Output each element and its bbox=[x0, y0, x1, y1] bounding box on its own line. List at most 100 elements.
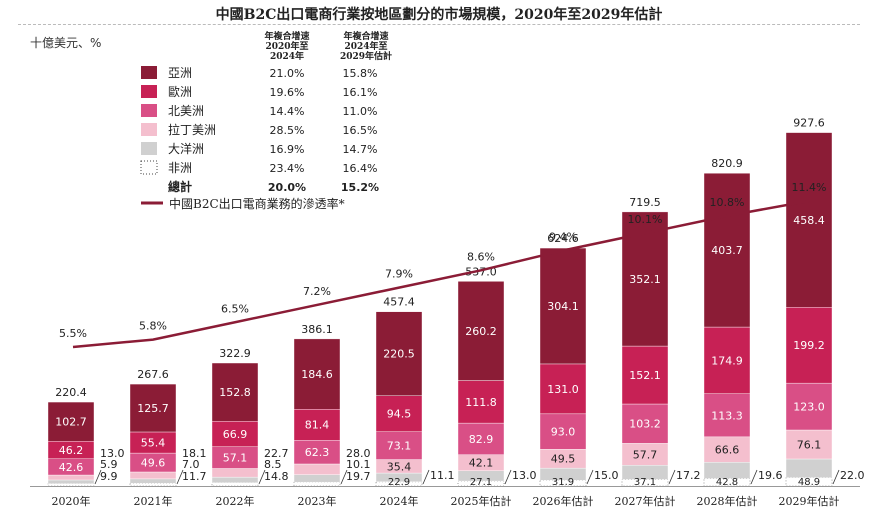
bar-segment-8-5 bbox=[703, 173, 751, 328]
y-axis-label: 十億美元、% bbox=[30, 36, 101, 50]
leader-line-2 bbox=[258, 469, 266, 485]
legend-cagr1-6: 20.0% bbox=[268, 181, 306, 194]
data-label-8-5: 403.7 bbox=[711, 244, 743, 257]
total-label-4: 457.4 bbox=[383, 296, 415, 309]
data-label-5-4: 111.8 bbox=[465, 396, 497, 409]
bar-segment-2-2 bbox=[211, 468, 259, 478]
data-label-1-5: 125.7 bbox=[137, 402, 169, 415]
data-label-7-3: 103.2 bbox=[629, 418, 661, 431]
leader-line-9 bbox=[832, 469, 840, 485]
data-label-2-3: 57.1 bbox=[223, 452, 248, 465]
data-label-0-4: 46.2 bbox=[59, 444, 84, 457]
x-tick-label-9: 2029年估計 bbox=[779, 494, 840, 508]
data-label-latam-6: 49.5 bbox=[551, 453, 576, 466]
data-label-4-3: 73.1 bbox=[387, 440, 412, 453]
legend-cagr1-1: 19.6% bbox=[270, 86, 305, 99]
bar-segment-5-4 bbox=[457, 380, 505, 424]
legend-label-3: 拉丁美洲 bbox=[168, 122, 216, 137]
data-label-latam-7: 57.7 bbox=[633, 448, 658, 461]
total-label-0: 220.4 bbox=[55, 386, 87, 399]
leader-line-7 bbox=[668, 469, 676, 485]
leader-line-0 bbox=[94, 469, 102, 485]
bar-segment-4-5 bbox=[375, 311, 423, 396]
bar-segment-5-3 bbox=[457, 422, 505, 455]
legend-header-cagr-2024-2029: 2029年估計 bbox=[340, 50, 392, 62]
legend-swatch-1 bbox=[141, 85, 157, 98]
legend-label-0: 亞洲 bbox=[168, 66, 192, 80]
legend-cagr1-5: 23.4% bbox=[270, 162, 305, 175]
leader-line-1 bbox=[176, 469, 184, 485]
title-divider bbox=[18, 24, 860, 25]
data-label-2-4: 66.9 bbox=[223, 428, 248, 441]
data-label-5-3: 82.9 bbox=[469, 433, 494, 446]
x-tick-label-7: 2027年估計 bbox=[615, 494, 676, 508]
bar-segment-4-0 bbox=[375, 481, 423, 487]
legend-cagr2-2: 11.0% bbox=[343, 105, 378, 118]
legend-label-4: 大洋洲 bbox=[168, 141, 204, 156]
bar-segment-8-3 bbox=[703, 393, 751, 438]
bar-segment-4-4 bbox=[375, 395, 423, 432]
legend-label-6: 總計 bbox=[168, 179, 192, 194]
data-label-africa-8: 19.6 bbox=[758, 469, 783, 482]
leader-line-6 bbox=[586, 469, 594, 485]
bar-segment-7-4 bbox=[621, 345, 669, 405]
data-label-1-4: 55.4 bbox=[141, 437, 166, 450]
penetration-label-2: 6.5% bbox=[221, 302, 249, 315]
bar-segment-5-5 bbox=[457, 281, 505, 381]
bar-segment-0-0 bbox=[47, 483, 95, 487]
bar-segment-3-2 bbox=[293, 463, 341, 475]
bar-segment-9-4 bbox=[785, 307, 833, 384]
legend-header-cagr-2020-2024: 2020年至 bbox=[265, 40, 308, 52]
total-label-3: 386.1 bbox=[301, 323, 333, 336]
legend-header-cagr-2024-2029: 年複合增速 bbox=[343, 30, 388, 42]
leader-line-5 bbox=[504, 469, 512, 485]
data-label-africa-7: 17.2 bbox=[676, 469, 701, 482]
data-label-latam-0: 13.0 bbox=[100, 447, 125, 460]
bar-segment-3-4 bbox=[293, 409, 341, 441]
data-label-latam-8: 66.6 bbox=[715, 444, 740, 457]
penetration-label-8: 10.8% bbox=[710, 196, 745, 209]
total-label-2: 322.9 bbox=[219, 347, 251, 360]
bar-segment-2-0 bbox=[211, 482, 259, 487]
legend-cagr2-1: 16.1% bbox=[343, 86, 378, 99]
data-label-latam-1: 18.1 bbox=[182, 447, 207, 460]
bar-segment-1-1 bbox=[129, 478, 177, 484]
legend-cagr1-0: 21.0% bbox=[270, 67, 305, 80]
x-tick-label-8: 2028年估計 bbox=[697, 494, 758, 508]
data-label-3-4: 81.4 bbox=[305, 419, 330, 432]
total-label-9: 927.6 bbox=[793, 117, 825, 130]
legend-cagr1-4: 16.9% bbox=[270, 143, 305, 156]
data-label-0-3: 42.6 bbox=[59, 461, 84, 474]
legend-swatch-5 bbox=[140, 160, 158, 175]
legend-header-cagr-2020-2024: 年複合增速 bbox=[264, 30, 309, 42]
bar-segment-0-1 bbox=[47, 479, 95, 484]
data-label-oceania-3: 19.7 bbox=[346, 470, 371, 483]
data-label-6-5: 304.1 bbox=[547, 300, 579, 313]
legend-line-label: 中國B2C出口電商業務的滲透率* bbox=[169, 196, 345, 211]
data-label-africa-1: 7.0 bbox=[182, 458, 200, 471]
data-label-oceania-2: 14.8 bbox=[264, 470, 289, 483]
total-label-1: 267.6 bbox=[137, 368, 169, 381]
data-label-5-5: 260.2 bbox=[465, 325, 497, 338]
penetration-label-1: 5.8% bbox=[139, 320, 167, 333]
data-label-9-4: 199.2 bbox=[793, 339, 825, 352]
data-label-oceania-8: 42.8 bbox=[716, 477, 738, 488]
data-label-4-4: 94.5 bbox=[387, 408, 412, 421]
penetration-label-6: 9.4% bbox=[549, 230, 577, 243]
total-label-7: 719.5 bbox=[629, 196, 661, 209]
bar-segment-1-2 bbox=[129, 471, 177, 480]
chart-title: 中國B2C出口電商行業按地區劃分的市場規模，2020年至2029年估計 bbox=[215, 7, 663, 23]
bar-segment-2-5 bbox=[211, 362, 259, 422]
penetration-line bbox=[72, 199, 810, 349]
bar-segment-2-1 bbox=[211, 476, 259, 483]
penetration-label-5: 8.6% bbox=[467, 250, 495, 263]
data-label-latam-5: 42.1 bbox=[469, 457, 494, 470]
data-label-6-4: 131.0 bbox=[547, 383, 579, 396]
legend-swatch-0 bbox=[141, 66, 157, 79]
bar-segment-7-3 bbox=[621, 403, 669, 444]
data-label-7-4: 152.1 bbox=[629, 369, 661, 382]
data-label-oceania-1: 11.7 bbox=[182, 470, 207, 483]
bar-segment-8-0 bbox=[703, 478, 751, 487]
x-tick-label-2: 2022年 bbox=[216, 494, 255, 508]
